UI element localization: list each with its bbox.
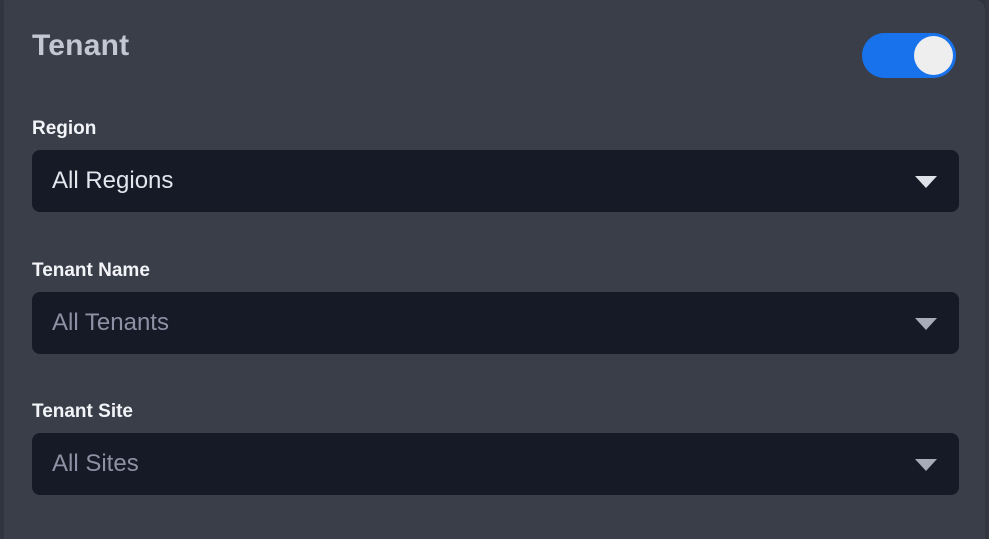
label-tenant-site: Tenant Site [32, 401, 133, 422]
tenant-filter-panel: Tenant Region All Regions Tenant Name Al… [4, 0, 985, 539]
field-group-region: Region All Regions [32, 116, 959, 212]
caret-down-icon [915, 459, 937, 471]
toggle-knob [914, 36, 953, 75]
page-title: Tenant [32, 29, 130, 62]
select-tenant-name-value: All Tenants [52, 309, 169, 336]
select-region[interactable]: All Regions [32, 150, 959, 212]
tenant-enable-toggle[interactable] [862, 33, 956, 78]
label-tenant-name: Tenant Name [32, 260, 150, 281]
select-tenant-name[interactable]: All Tenants [32, 292, 959, 354]
caret-down-icon [915, 318, 937, 330]
caret-down-icon [915, 176, 937, 188]
label-region: Region [32, 118, 97, 139]
panel-header: Tenant [32, 26, 959, 86]
select-region-value: All Regions [52, 167, 174, 194]
field-group-tenant-site: Tenant Site All Sites [32, 399, 959, 495]
select-tenant-site[interactable]: All Sites [32, 433, 959, 495]
field-group-tenant-name: Tenant Name All Tenants [32, 258, 959, 354]
select-tenant-site-value: All Sites [52, 450, 139, 477]
left-gutter [0, 0, 4, 539]
right-gutter [985, 0, 989, 539]
